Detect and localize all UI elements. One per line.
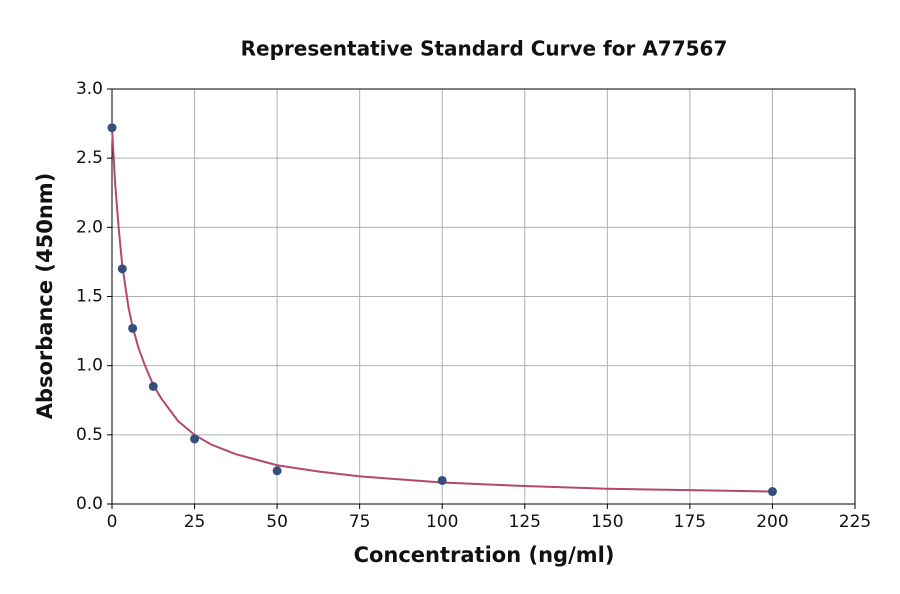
x-tick-label: 75	[349, 512, 371, 532]
data-point	[437, 475, 447, 485]
data-point	[190, 434, 200, 444]
y-tick-label: 3.0	[76, 79, 103, 99]
x-tick-label: 100	[426, 512, 458, 532]
y-tick-label: 2.5	[76, 148, 103, 168]
fit-curve	[111, 127, 773, 493]
y-axis-label: Absorbance (450nm)	[33, 173, 57, 420]
data-point	[107, 123, 117, 133]
data-point	[148, 381, 158, 391]
x-tick-label: 0	[107, 512, 118, 532]
data-point	[272, 466, 282, 476]
x-tick-label: 50	[266, 512, 288, 532]
y-tick-label: 0.0	[76, 494, 103, 514]
x-axis-label: Concentration (ng/ml)	[354, 543, 615, 567]
x-tick-label: 25	[184, 512, 206, 532]
x-tick-label: 225	[839, 512, 871, 532]
x-tick-label: 200	[756, 512, 788, 532]
y-tick-label: 1.0	[76, 356, 103, 376]
plot-frame	[111, 88, 856, 505]
data-point	[117, 264, 127, 274]
y-tick-label: 2.0	[76, 217, 103, 237]
y-tick-label: 0.5	[76, 425, 103, 445]
data-point	[767, 487, 777, 497]
x-tick-label: 150	[591, 512, 623, 532]
x-tick-label: 175	[674, 512, 706, 532]
y-tick-label: 1.5	[76, 287, 103, 307]
data-point	[128, 323, 138, 333]
chart-title: Representative Standard Curve for A77567	[241, 37, 728, 61]
x-tick-label: 125	[509, 512, 541, 532]
